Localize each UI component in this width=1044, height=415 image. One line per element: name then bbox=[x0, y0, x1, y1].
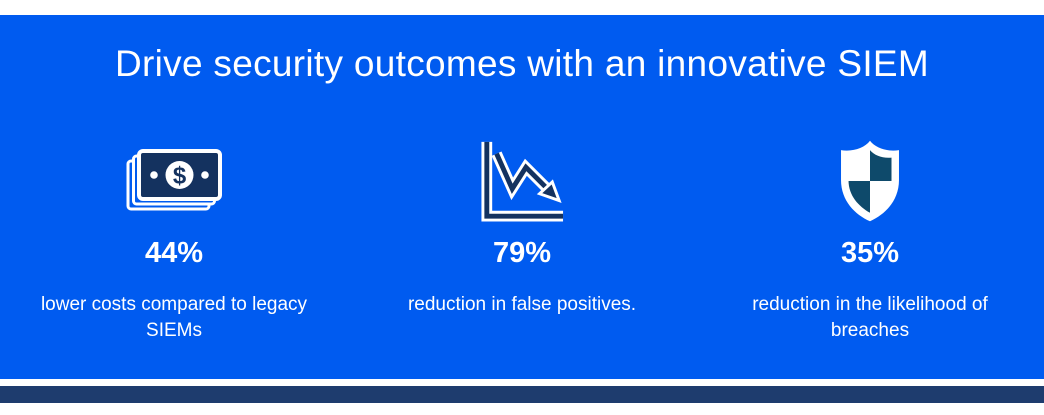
money-bills-icon: $ bbox=[126, 139, 222, 223]
footer-gap bbox=[0, 379, 1044, 386]
stat-breach-likelihood: 35% reduction in the likelihood of breac… bbox=[696, 139, 1044, 343]
stat-description: reduction in false positives. bbox=[407, 294, 637, 315]
stat-description: lower costs compared to legacy SIEMs bbox=[40, 294, 308, 341]
siem-stats-banner: Drive security outcomes with an innovati… bbox=[0, 15, 1044, 379]
banner-title: Drive security outcomes with an innovati… bbox=[114, 43, 930, 84]
top-white-strip bbox=[0, 0, 1044, 15]
stat-value: 79% bbox=[492, 237, 552, 269]
footer-bar bbox=[0, 386, 1044, 403]
svg-text:$: $ bbox=[173, 163, 187, 190]
stat-value: 44% bbox=[144, 237, 204, 269]
stats-row: $ 44% lower costs compared to legacy SIE… bbox=[0, 139, 1044, 343]
checkered-shield-icon bbox=[830, 139, 910, 223]
declining-line-chart-icon bbox=[477, 139, 567, 223]
stat-lower-costs: $ 44% lower costs compared to legacy SIE… bbox=[0, 139, 348, 343]
stat-false-positives: 79% reduction in false positives. bbox=[348, 139, 696, 343]
stat-value: 35% bbox=[840, 237, 900, 269]
stat-description: reduction in the likelihood of breaches bbox=[752, 294, 988, 341]
